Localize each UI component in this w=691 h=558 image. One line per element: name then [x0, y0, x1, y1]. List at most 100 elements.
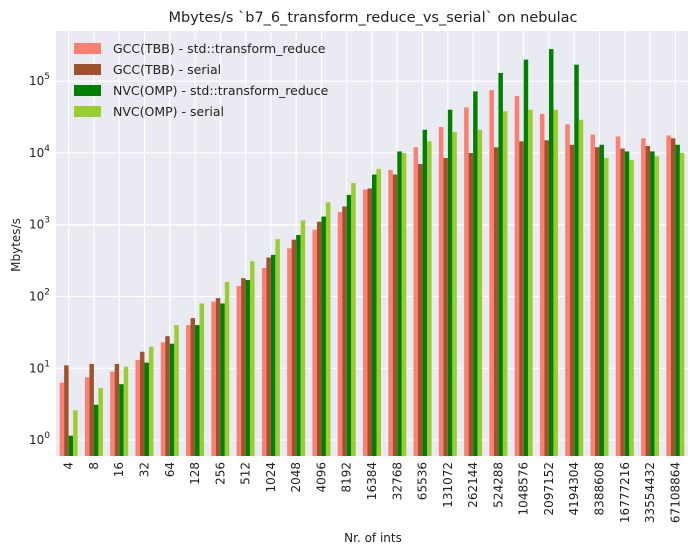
bar: [321, 216, 326, 456]
bar: [418, 164, 423, 456]
y-tick-label: 104: [29, 144, 50, 160]
x-tick-label: 64: [163, 462, 177, 477]
legend-label: GCC(TBB) - serial: [113, 62, 221, 77]
bar: [169, 343, 175, 456]
x-tick-label: 8: [87, 462, 101, 470]
bar: [93, 404, 99, 456]
bar: [148, 346, 154, 456]
bar: [641, 138, 646, 456]
bar: [160, 342, 166, 456]
bar: [220, 303, 225, 456]
bar: [346, 194, 352, 456]
bar: [376, 168, 381, 456]
bar: [452, 132, 457, 456]
bar: [64, 365, 69, 456]
bar: [250, 261, 255, 456]
legend-swatch: [74, 64, 101, 75]
bar: [650, 151, 655, 456]
bar: [468, 152, 474, 456]
bar: [397, 151, 402, 456]
bar: [438, 126, 444, 456]
x-tick-label: 4: [62, 462, 76, 470]
bar: [498, 72, 503, 457]
bar: [195, 325, 200, 456]
bar: [73, 410, 78, 456]
bar: [261, 267, 267, 456]
bar: [114, 363, 120, 456]
bar: [337, 212, 343, 456]
bar: [266, 257, 271, 456]
bar: [427, 141, 432, 457]
y-tick-label: 100: [29, 431, 50, 447]
x-tick-label: 16777216: [618, 462, 632, 523]
x-axis-label: Nr. of ints: [344, 531, 402, 545]
bar: [629, 159, 634, 456]
bar: [351, 183, 356, 456]
bar: [174, 325, 179, 456]
bar: [548, 49, 554, 456]
bar: [670, 138, 676, 456]
bar: [144, 362, 149, 456]
bar: [211, 301, 216, 456]
bar: [287, 248, 292, 456]
bar: [493, 147, 499, 457]
x-tick-label: 16: [112, 462, 126, 477]
bar: [139, 351, 145, 456]
legend-label: NVC(OMP) - serial: [113, 104, 224, 119]
bar: [599, 144, 605, 457]
bar: [98, 388, 103, 456]
bar: [392, 174, 398, 457]
bar: [84, 377, 90, 456]
bar: [186, 325, 191, 456]
bar: [666, 135, 671, 456]
bar: [443, 158, 448, 456]
bar: [595, 147, 600, 457]
bar: [604, 158, 609, 456]
bar: [312, 229, 317, 456]
bar: [569, 144, 575, 457]
bar: [135, 360, 140, 456]
bar: [473, 91, 478, 456]
bar: [296, 234, 301, 456]
bar: [514, 96, 520, 457]
x-tick-label: 1024: [264, 462, 278, 493]
legend-swatch: [74, 43, 101, 54]
bar: [224, 281, 230, 456]
bar: [199, 303, 205, 456]
bar: [675, 144, 680, 457]
x-tick-label: 16384: [365, 462, 379, 500]
bar: [275, 239, 280, 456]
bar: [342, 206, 347, 456]
x-tick-label: 67108864: [668, 462, 682, 523]
bar: [544, 140, 549, 456]
x-tick-label: 8192: [340, 462, 354, 493]
bar: [110, 371, 115, 456]
bar: [528, 109, 533, 456]
bar: [270, 254, 276, 456]
bar: [447, 109, 453, 456]
x-tick-label: 8388608: [593, 462, 607, 515]
x-tick-label: 512: [239, 462, 253, 485]
x-tick-label: 2048: [289, 462, 303, 493]
bar: [291, 239, 297, 456]
x-tick-label: 524288: [491, 462, 505, 508]
x-tick-label: 33554432: [643, 462, 657, 523]
chart-title: Mbytes/s `b7_6_transform_reduce_vs_seria…: [168, 10, 577, 26]
bar: [502, 111, 508, 457]
bar: [68, 435, 74, 456]
legend-label: NVC(OMP) - std::transform_reduce: [113, 83, 329, 98]
x-tick-label: 32768: [390, 462, 404, 500]
legend: GCC(TBB) - std::transform_reduceGCC(TBB)…: [74, 41, 329, 119]
x-tick-label: 4194304: [567, 462, 581, 515]
bar: [464, 107, 469, 456]
bar: [190, 318, 196, 456]
y-axis-label: Mbytes/s: [9, 218, 23, 272]
bar: [590, 134, 596, 456]
bar: [245, 279, 251, 456]
bar: [523, 59, 529, 456]
bar: [565, 124, 570, 456]
bar: [574, 64, 579, 456]
bar: [165, 336, 170, 456]
bar: [241, 278, 246, 456]
